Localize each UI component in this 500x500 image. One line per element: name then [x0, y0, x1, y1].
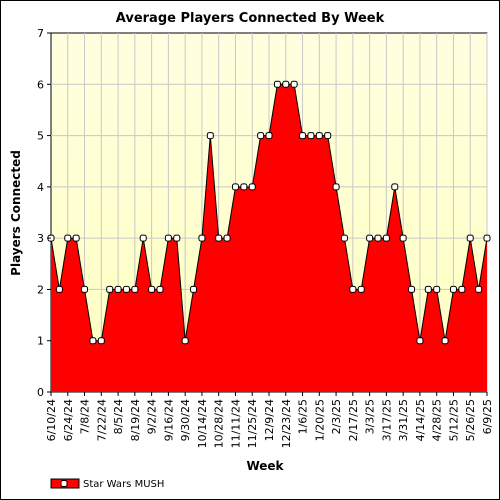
- data-point: [282, 80, 290, 88]
- x-tick-label: 10/14/24: [196, 399, 209, 448]
- legend: Star Wars MUSH: [50, 478, 164, 490]
- data-point: [449, 285, 457, 293]
- x-tick-label: 1/6/25: [297, 399, 310, 434]
- x-tick-label: 11/11/24: [229, 399, 242, 448]
- x-tick-label: 12/9/24: [263, 399, 276, 441]
- x-tick-label: 4/28/25: [431, 399, 444, 441]
- data-point: [366, 234, 374, 242]
- data-point: [148, 285, 156, 293]
- data-point: [265, 132, 273, 140]
- y-tick-label: 7: [37, 27, 44, 40]
- data-point: [299, 132, 307, 140]
- y-tick-label: 5: [37, 130, 44, 143]
- x-tick-label: 9/16/24: [162, 399, 175, 441]
- x-tick-label: 3/3/25: [364, 399, 377, 434]
- data-point: [257, 132, 265, 140]
- data-point: [89, 337, 97, 345]
- data-point: [399, 234, 407, 242]
- y-tick-label: 2: [37, 283, 44, 296]
- x-tick-label: 5/26/25: [464, 399, 477, 441]
- data-point: [441, 337, 449, 345]
- x-tick-label: 7/8/24: [79, 399, 92, 434]
- data-point: [382, 234, 390, 242]
- y-axis-ticks: 0 1 2 3 4 5 6 7: [37, 27, 51, 399]
- data-point: [55, 285, 63, 293]
- data-point: [122, 285, 130, 293]
- y-tick-label: 0: [37, 386, 44, 399]
- data-point: [273, 80, 281, 88]
- y-tick-label: 3: [37, 232, 44, 245]
- data-point: [173, 234, 181, 242]
- data-point: [240, 183, 248, 191]
- x-tick-label: 12/23/24: [280, 399, 293, 448]
- x-tick-label: 3/31/25: [397, 399, 410, 441]
- legend-marker: [60, 480, 68, 487]
- data-point: [315, 132, 323, 140]
- data-point: [408, 285, 416, 293]
- x-tick-label: 10/28/24: [213, 399, 226, 448]
- data-point: [114, 285, 122, 293]
- data-point: [81, 285, 89, 293]
- data-point: [198, 234, 206, 242]
- data-point: [215, 234, 223, 242]
- data-point: [131, 285, 139, 293]
- data-point: [181, 337, 189, 345]
- data-point: [458, 285, 466, 293]
- x-tick-label: 4/14/25: [414, 399, 427, 441]
- x-tick-label: 6/10/24: [45, 399, 58, 441]
- data-point: [357, 285, 365, 293]
- data-point: [248, 183, 256, 191]
- data-point: [374, 234, 382, 242]
- x-tick-label: 1/20/25: [313, 399, 326, 441]
- legend-label: Star Wars MUSH: [83, 479, 164, 490]
- data-point: [97, 337, 105, 345]
- data-point: [307, 132, 315, 140]
- data-point: [391, 183, 399, 191]
- data-point: [416, 337, 424, 345]
- data-point: [190, 285, 198, 293]
- chart-title: Average Players Connected By Week: [116, 11, 385, 26]
- x-tick-label: 2/3/25: [330, 399, 343, 434]
- x-axis-ticks: 6/10/24 6/24/24 7/8/24 7/22/24 8/5/24 8/19/24…: [45, 392, 494, 448]
- data-point: [156, 285, 164, 293]
- data-point: [340, 234, 348, 242]
- y-tick-label: 6: [37, 78, 44, 91]
- y-tick-label: 1: [37, 335, 44, 348]
- data-point: [164, 234, 172, 242]
- data-point: [139, 234, 147, 242]
- data-point: [231, 183, 239, 191]
- data-point: [72, 234, 80, 242]
- x-tick-label: 3/17/25: [380, 399, 393, 441]
- x-axis-label: Week: [246, 459, 284, 473]
- data-point: [433, 285, 441, 293]
- x-tick-label: 11/25/24: [246, 399, 259, 448]
- data-point: [64, 234, 72, 242]
- data-point: [475, 285, 483, 293]
- x-tick-label: 2/17/25: [347, 399, 360, 441]
- data-point: [324, 132, 332, 140]
- x-tick-label: 9/30/24: [179, 399, 192, 441]
- x-tick-label: 6/24/24: [62, 399, 75, 441]
- y-tick-label: 4: [37, 181, 44, 194]
- x-tick-label: 6/9/25: [481, 399, 494, 434]
- series-area: [51, 84, 487, 393]
- data-point: [332, 183, 340, 191]
- data-point: [223, 234, 231, 242]
- data-point: [106, 285, 114, 293]
- data-point: [206, 132, 214, 140]
- x-tick-label: 8/5/24: [112, 399, 125, 434]
- data-point: [483, 234, 491, 242]
- y-axis-label: Players Connected: [9, 150, 23, 276]
- x-tick-label: 7/22/24: [95, 399, 108, 441]
- x-tick-label: 9/2/24: [146, 399, 159, 434]
- data-point: [466, 234, 474, 242]
- x-tick-label: 5/12/25: [447, 399, 460, 441]
- x-tick-label: 8/19/24: [129, 399, 142, 441]
- data-point: [290, 80, 298, 88]
- series-markers: [47, 80, 491, 345]
- data-point: [349, 285, 357, 293]
- data-point: [424, 285, 432, 293]
